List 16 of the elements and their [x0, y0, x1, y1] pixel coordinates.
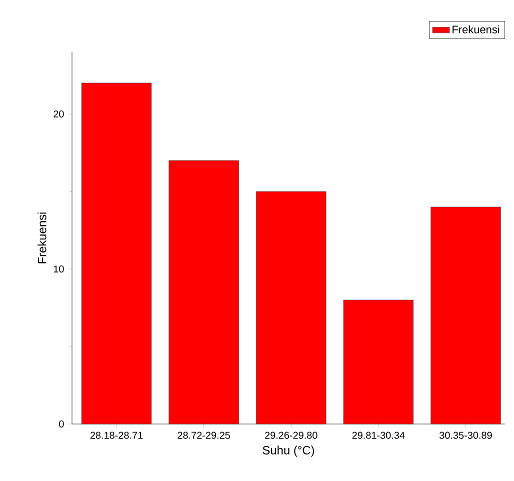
bar — [81, 82, 152, 424]
x-tick-label: 30.35-30.89 — [440, 432, 492, 439]
bar — [256, 191, 326, 424]
bar — [343, 300, 414, 424]
bar — [168, 160, 239, 424]
x-axis-title: Suhu (°C) — [262, 446, 314, 457]
y-tick-label: 10 — [54, 265, 64, 273]
y-tick-label: 0 — [59, 420, 64, 428]
x-tick-label: 29.81-30.34 — [352, 432, 405, 439]
bar — [430, 206, 501, 424]
legend-label: Frekuensi — [452, 25, 500, 34]
y-tick-label: 20 — [54, 110, 64, 118]
x-tick-label: 29.26-29.80 — [265, 432, 318, 439]
x-tick-label: 28.18-28.71 — [90, 432, 143, 439]
y-axis-title: Frekuensi — [38, 212, 46, 264]
x-tick-label: 28.72-29.25 — [178, 432, 230, 439]
